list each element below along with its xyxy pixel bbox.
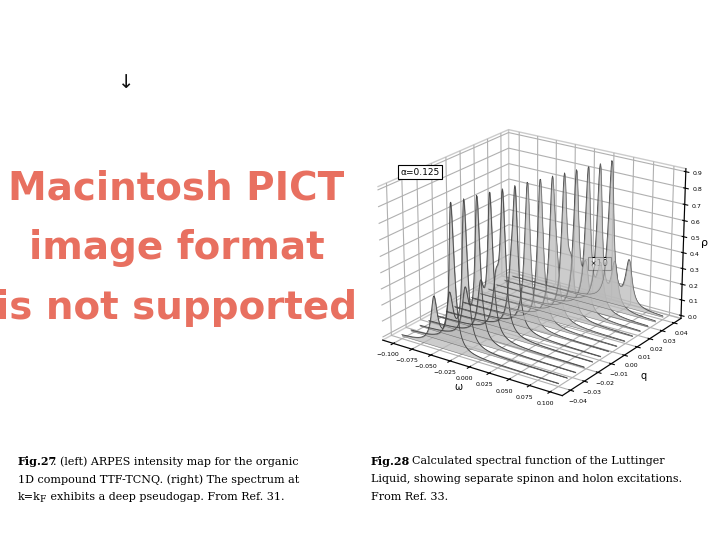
Text: Fig.27: Fig.27: [18, 456, 58, 467]
Text: is not supported: is not supported: [0, 289, 357, 327]
Text: . (left) ARPES intensity map for the organic: . (left) ARPES intensity map for the org…: [53, 456, 298, 467]
Text: 1D compound TTF-TCNQ. (right) The spectrum at: 1D compound TTF-TCNQ. (right) The spectr…: [18, 474, 300, 485]
Text: Macintosh PICT: Macintosh PICT: [8, 170, 345, 208]
Text: k=k: k=k: [18, 492, 41, 502]
X-axis label: ω: ω: [454, 382, 462, 392]
Text: ↓: ↓: [118, 73, 134, 92]
Text: From Ref. 33.: From Ref. 33.: [371, 492, 448, 502]
Text: Fig.28: Fig.28: [371, 456, 410, 467]
Text: exhibits a deep pseudogap. From Ref. 31.: exhibits a deep pseudogap. From Ref. 31.: [47, 492, 284, 502]
Text: . Calculated spectral function of the Luttinger: . Calculated spectral function of the Lu…: [405, 456, 665, 467]
Text: F: F: [40, 495, 46, 504]
Text: ×10: ×10: [590, 259, 609, 268]
Y-axis label: q: q: [640, 371, 647, 381]
Text: Liquid, showing separate spinon and holon excitations.: Liquid, showing separate spinon and holo…: [371, 474, 682, 484]
Text: image format: image format: [29, 230, 324, 267]
Text: α=0.125: α=0.125: [400, 167, 440, 177]
